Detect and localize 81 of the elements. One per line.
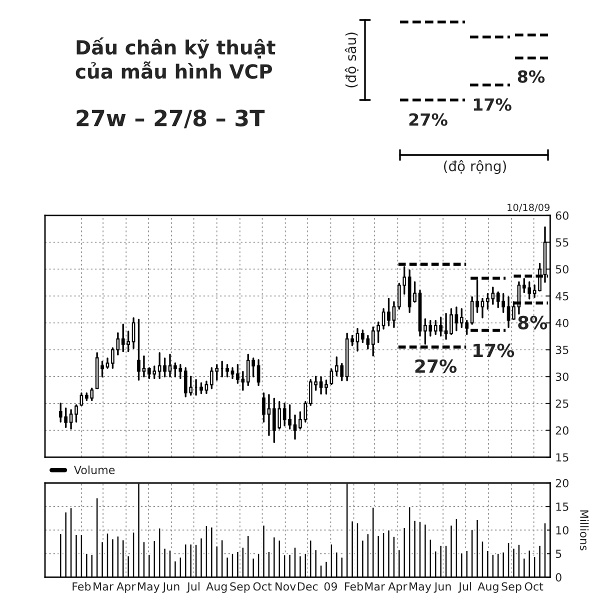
candlestick	[392, 301, 396, 328]
x-tick-label: Mar	[94, 582, 114, 591]
y-tick-label: 30	[556, 372, 568, 381]
y-tick-label: 45	[556, 292, 568, 300]
x-tick-label: Feb	[345, 582, 363, 591]
candlestick	[69, 409, 73, 430]
y-tick-label: 60	[556, 211, 568, 220]
y-axis-title: Millions	[580, 510, 589, 550]
candlestick	[226, 364, 229, 378]
y-tick-label: 25	[556, 399, 568, 408]
candlestick	[132, 317, 136, 349]
candlestick	[450, 308, 453, 335]
candlestick	[256, 359, 260, 386]
text: 27%	[409, 113, 448, 126]
x-tick-label: Aug	[478, 582, 498, 593]
x-tick-label: Aug	[206, 582, 227, 593]
annotation: 27%	[415, 359, 457, 373]
candlestick	[444, 312, 448, 340]
candlestick	[480, 298, 484, 318]
candlestick	[137, 318, 140, 381]
candlestick	[80, 392, 84, 406]
candlestick	[356, 328, 360, 352]
candlestick	[267, 394, 271, 436]
x-tick-label: Feb	[72, 582, 91, 591]
y-tick-label: 15	[556, 502, 568, 511]
candlestick	[470, 296, 474, 325]
x-tick-label: Oct	[524, 582, 544, 591]
candlestick	[506, 296, 510, 328]
text: 17%	[474, 98, 512, 111]
x-tick-label: 09	[324, 582, 337, 591]
candlestick	[74, 404, 78, 423]
text: 27w – 27/8 – 3T	[76, 110, 265, 128]
text: (độ sâu)	[344, 32, 358, 88]
candlestick	[142, 355, 146, 378]
candlestick	[350, 334, 354, 346]
x-tick-label: Nov	[276, 582, 296, 591]
candlestick	[532, 284, 536, 298]
candlestick	[200, 382, 203, 394]
x-tick-label: Apr	[116, 582, 136, 593]
x-tick-label: Jul	[458, 582, 472, 593]
y-tick-label: 0	[556, 573, 562, 582]
text: 8%	[518, 70, 545, 83]
x-tick-label: Apr	[388, 582, 408, 593]
x-tick-label: Sep	[230, 582, 250, 593]
candlestick	[204, 380, 208, 394]
text: (độ rộng)	[444, 160, 506, 174]
annotation: 8%	[518, 316, 548, 330]
y-tick-label: 40	[556, 318, 568, 328]
x-tick-label: Jul	[186, 582, 200, 593]
y-tick-label: 50	[556, 265, 568, 274]
text: Dấu chân kỹ thuật của mẫu hình VCP	[76, 37, 276, 79]
x-tick-label: May	[410, 582, 432, 593]
y-tick-label: 20	[556, 426, 568, 435]
text: 10/18/09	[508, 204, 550, 212]
candlestick	[319, 376, 323, 395]
x-tick-label: Dec	[298, 582, 318, 591]
candlestick	[330, 368, 334, 385]
y-tick-label: 20	[556, 478, 568, 488]
y-tick-label: 10	[556, 526, 568, 534]
y-tick-label: 55	[556, 238, 568, 247]
legend-label: Volume	[74, 466, 115, 474]
y-tick-label: 5	[556, 550, 562, 558]
candlestick	[387, 298, 390, 326]
candlestick	[293, 414, 297, 440]
candlestick	[262, 392, 266, 423]
x-tick-label: May	[138, 582, 160, 593]
y-tick-label: 15	[556, 453, 568, 462]
x-tick-label: Jun	[434, 582, 451, 593]
x-tick-label: Mar	[365, 582, 386, 591]
x-tick-label: Jun	[162, 582, 180, 593]
candlestick	[454, 306, 458, 332]
candlestick	[324, 380, 328, 395]
annotation: 17%	[474, 344, 514, 358]
candlestick	[168, 354, 172, 378]
x-tick-label: Sep	[502, 582, 522, 593]
candlestick	[106, 357, 110, 369]
y-tick-label: 35	[556, 346, 568, 354]
candlestick	[230, 367, 234, 380]
candlestick	[382, 308, 386, 330]
candlestick	[413, 281, 416, 303]
x-tick-label: Oct	[253, 582, 272, 591]
